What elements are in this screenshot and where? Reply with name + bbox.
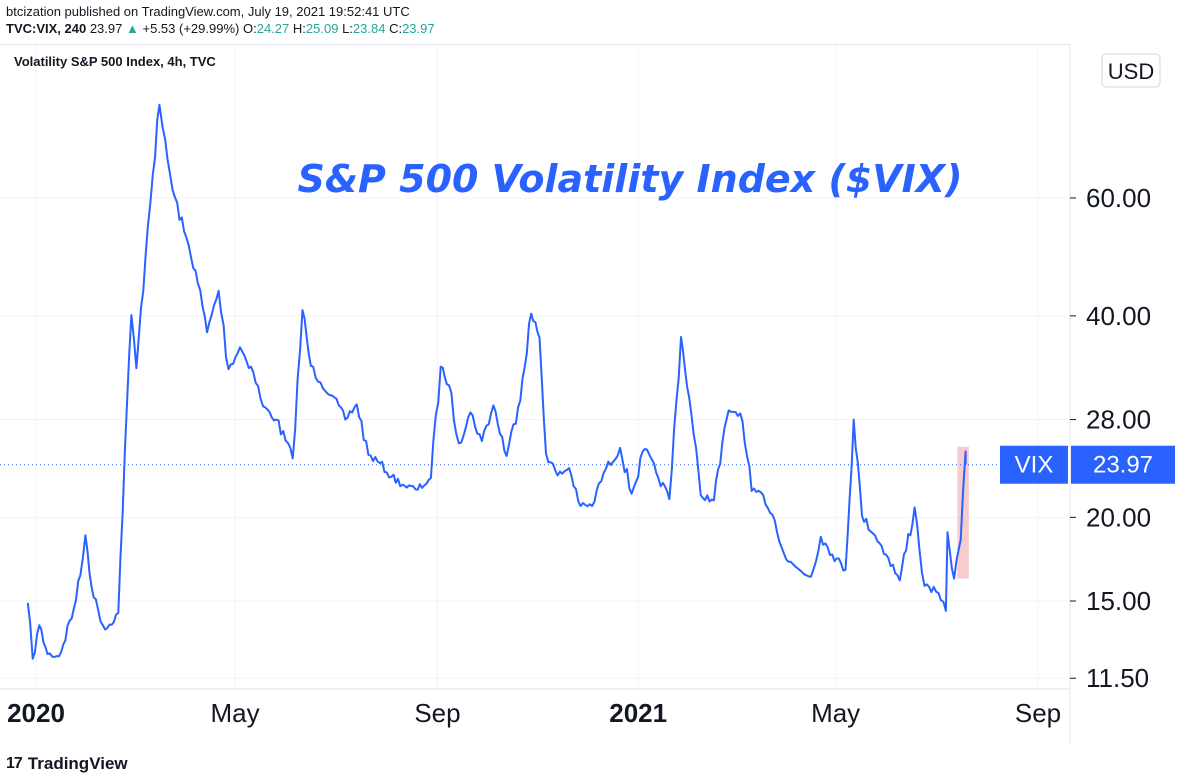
highlight-rectangle[interactable] bbox=[957, 446, 969, 579]
tradingview-logo-icon: 17 bbox=[6, 755, 23, 772]
up-triangle-icon: ▲ bbox=[126, 21, 139, 36]
published-text: btcization published on TradingView.com,… bbox=[6, 4, 410, 19]
currency-label: USD bbox=[1108, 59, 1154, 84]
ohlc-line: TVC:VIX, 240 23.97 ▲ +5.53 (+29.99%) O:2… bbox=[6, 20, 435, 37]
low-value: 23.84 bbox=[352, 21, 386, 36]
price-tick-label: 20.00 bbox=[1086, 502, 1151, 532]
price-tick-label: 40.00 bbox=[1086, 301, 1151, 331]
price-tag bbox=[1071, 445, 1175, 484]
time-tick-label: 2021 bbox=[609, 698, 667, 728]
chart-background bbox=[0, 44, 1200, 750]
price-tick-label: 15.00 bbox=[1086, 586, 1151, 616]
low-label: L: bbox=[342, 21, 353, 36]
open-value: 24.27 bbox=[256, 21, 290, 36]
chart-annotation-title[interactable]: S&P 500 Volatility Index ($VIX) bbox=[298, 157, 963, 201]
time-tick-label: Sep bbox=[414, 698, 460, 728]
chart-header: btcization published on TradingView.com,… bbox=[6, 3, 435, 37]
currency-badge[interactable]: USD bbox=[1101, 53, 1161, 88]
price-tick-label: 28.00 bbox=[1086, 405, 1151, 435]
last-price-label[interactable]: VIX 23.97 bbox=[1000, 445, 1175, 484]
last-price-symbol: VIX bbox=[1015, 452, 1054, 479]
symbol-tag bbox=[1000, 445, 1068, 484]
last-price-value: 23.97 bbox=[1093, 452, 1153, 479]
symbol-label[interactable]: TVC:VIX, 240 bbox=[6, 21, 87, 36]
publisher-line: btcization published on TradingView.com,… bbox=[6, 3, 435, 20]
currency-badge-box bbox=[1101, 53, 1161, 88]
time-tick-label: May bbox=[811, 698, 860, 728]
pane-title: Volatility S&P 500 Index, 4h, TVC bbox=[14, 54, 216, 69]
time-tick-label: May bbox=[211, 698, 260, 728]
vix-series-line bbox=[26, 103, 967, 660]
high-label: H: bbox=[292, 21, 306, 36]
price-axis-ticks: 60.00 40.00 28.00 20.00 15.00 11.50 bbox=[1070, 183, 1151, 693]
price-tick-label: 60.00 bbox=[1086, 183, 1151, 213]
close-value: 23.97 bbox=[402, 21, 435, 36]
price-change: +5.53 (+29.99%) bbox=[142, 21, 240, 36]
time-axis-ticks: 2020 May Sep 2021 May Sep bbox=[7, 698, 1061, 728]
high-value: 25.09 bbox=[305, 21, 339, 36]
tradingview-footer[interactable]: 17 TradingView bbox=[6, 754, 128, 774]
last-price: 23.97 bbox=[89, 21, 123, 36]
open-label: O: bbox=[242, 21, 257, 36]
vix-chart[interactable]: 60.00 40.00 28.00 20.00 15.00 11.50 2020 May Se… bbox=[0, 44, 1200, 750]
time-tick-label: 2020 bbox=[7, 698, 65, 728]
grid bbox=[0, 44, 1070, 689]
tradingview-logo-text: TradingView bbox=[27, 754, 128, 773]
close-label: C: bbox=[389, 21, 403, 36]
price-tick-label: 11.50 bbox=[1086, 663, 1149, 693]
time-tick-label: Sep bbox=[1015, 698, 1061, 728]
